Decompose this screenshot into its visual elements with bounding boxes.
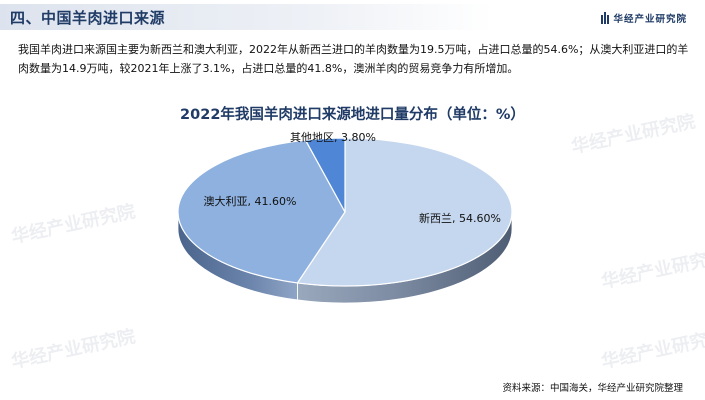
pie-slice-other: [304, 137, 346, 213]
header-bar: [0, 4, 705, 30]
pie-slice-new-zealand: [296, 137, 513, 287]
data-label-new-zealand: 新西兰, 54.60%: [419, 211, 501, 225]
data-label-australia: 澳大利亚, 41.60%: [204, 194, 297, 208]
data-label-other: 其他地区, 3.80%: [290, 131, 376, 144]
pie-slice-australia: [177, 139, 346, 284]
chart-title: 2022年我国羊肉进口来源地进口量分布（单位：%）: [180, 107, 525, 123]
brand-logo-icon: [601, 12, 610, 24]
intro-paragraph: 我国羊肉进口来源国主要为新西兰和澳大利亚，2022年从新西兰进口的羊肉数量为19…: [18, 43, 689, 75]
brand-name: 华经产业研究院: [613, 14, 687, 25]
page-title: 四、中国羊肉进口来源: [10, 9, 166, 27]
brand: 华经产业研究院: [601, 10, 687, 26]
source-note: 资料来源：中国海关，华经产业研究院整理: [502, 383, 683, 394]
